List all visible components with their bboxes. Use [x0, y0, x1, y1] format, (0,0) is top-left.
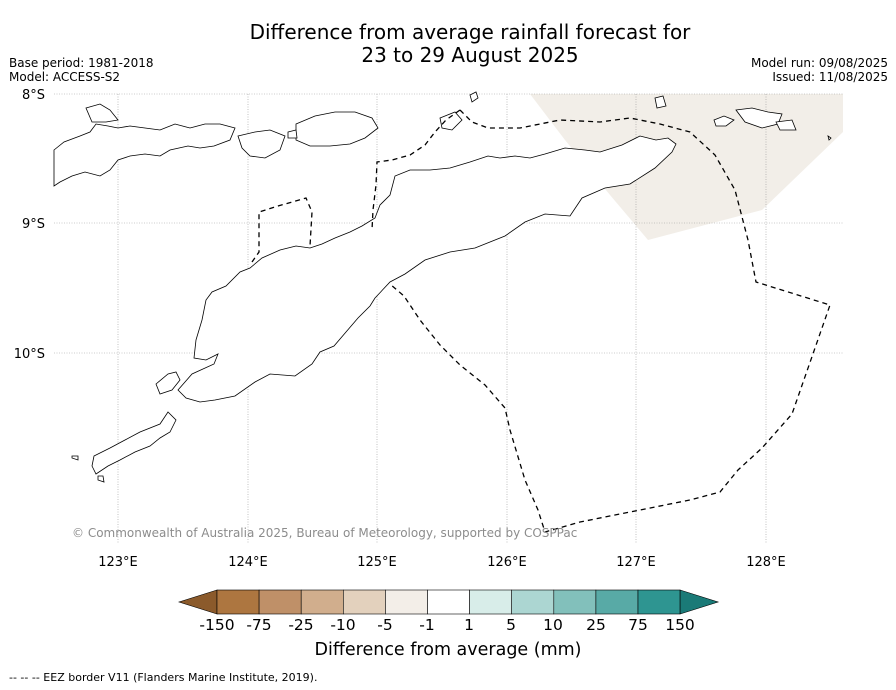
colorbar-label: -150 — [199, 616, 235, 634]
model-run-text: Model run: 09/08/2025 — [750, 56, 888, 70]
rote-fragment — [91, 411, 177, 475]
colorbar-label: -5 — [377, 616, 393, 634]
colorbar-swatch — [427, 589, 470, 615]
colorbar-label: -1 — [419, 616, 435, 634]
lon-label-123e: 123°E — [98, 555, 138, 570]
colorbar-label: 10 — [543, 616, 563, 634]
sumba-fragment — [155, 371, 181, 395]
lon-label-125e: 125°E — [357, 555, 397, 570]
shaded-region — [530, 94, 843, 240]
islet-9 — [775, 119, 797, 131]
lon-label-128e: 128°E — [746, 555, 786, 570]
colorbar-swatch — [258, 589, 302, 615]
colorbar-swatch — [595, 589, 639, 615]
map-title-line2: 23 to 29 August 2025 — [361, 43, 579, 67]
lat-label-10s: 10°S — [14, 347, 45, 362]
copyright-notice: © Commonwealth of Australia 2025, Bureau… — [72, 526, 578, 540]
islet-10 — [71, 455, 79, 461]
timor-island — [177, 135, 677, 403]
eez-north — [371, 109, 461, 231]
colorbar-title: Difference from average (mm) — [314, 640, 582, 660]
colorbar-swatch — [385, 589, 428, 615]
colorbar-label: -75 — [246, 616, 272, 634]
issued-text: Issued: 11/08/2025 — [772, 70, 888, 84]
colorbar-swatch — [300, 589, 344, 615]
lon-label-124e: 124°E — [228, 555, 268, 570]
islet-7 — [713, 115, 735, 127]
colorbar-label: 1 — [464, 616, 474, 634]
colorbar-swatch — [511, 589, 555, 615]
islet-12 — [827, 135, 832, 141]
colorbar-swatch — [637, 589, 681, 615]
islet-1 — [85, 103, 119, 123]
colorbar-label: -25 — [288, 616, 314, 634]
colorbar-extend-low — [178, 589, 218, 615]
colorbar-swatch — [553, 589, 597, 615]
lon-label-127e: 127°E — [616, 555, 656, 570]
colorbar — [178, 589, 720, 615]
map-title-line1: Difference from average rainfall forecas… — [249, 20, 691, 44]
colorbar-label: 25 — [586, 616, 606, 634]
lat-label-8s: 8°S — [22, 88, 45, 103]
colorbar-extend-high — [679, 589, 720, 615]
eez-footnote: -- -- -- EEZ border V11 (Flanders Marine… — [9, 671, 318, 684]
islet-4 — [287, 129, 298, 139]
coastline — [53, 91, 832, 483]
colorbar-label: 150 — [665, 616, 695, 634]
islet-6 — [654, 95, 667, 109]
wetar-fragment — [439, 111, 463, 131]
base-period-text: Base period: 1981-2018 — [9, 56, 154, 70]
islet-11 — [97, 475, 105, 483]
eez-border — [251, 109, 831, 533]
map-panel: 8°S 9°S 10°S 123°E 124°E 125°E 126°E 127… — [14, 88, 843, 570]
colorbar-label: 75 — [628, 616, 648, 634]
colorbar-label: -10 — [330, 616, 356, 634]
islet-2 — [237, 129, 286, 159]
colorbar-swatch — [469, 589, 513, 615]
flores-alor-islands — [53, 123, 236, 187]
islet-3 — [295, 111, 379, 147]
islet-8 — [735, 107, 783, 129]
islet-5 — [469, 91, 479, 103]
model-text: Model: ACCESS-S2 — [9, 70, 121, 84]
colorbar-label: 5 — [506, 616, 516, 634]
colorbar-swatch — [216, 589, 260, 615]
eez-oecusse — [251, 197, 313, 263]
lon-label-126e: 126°E — [487, 555, 527, 570]
lat-label-9s: 9°S — [22, 217, 45, 232]
colorbar-swatch — [342, 589, 386, 615]
